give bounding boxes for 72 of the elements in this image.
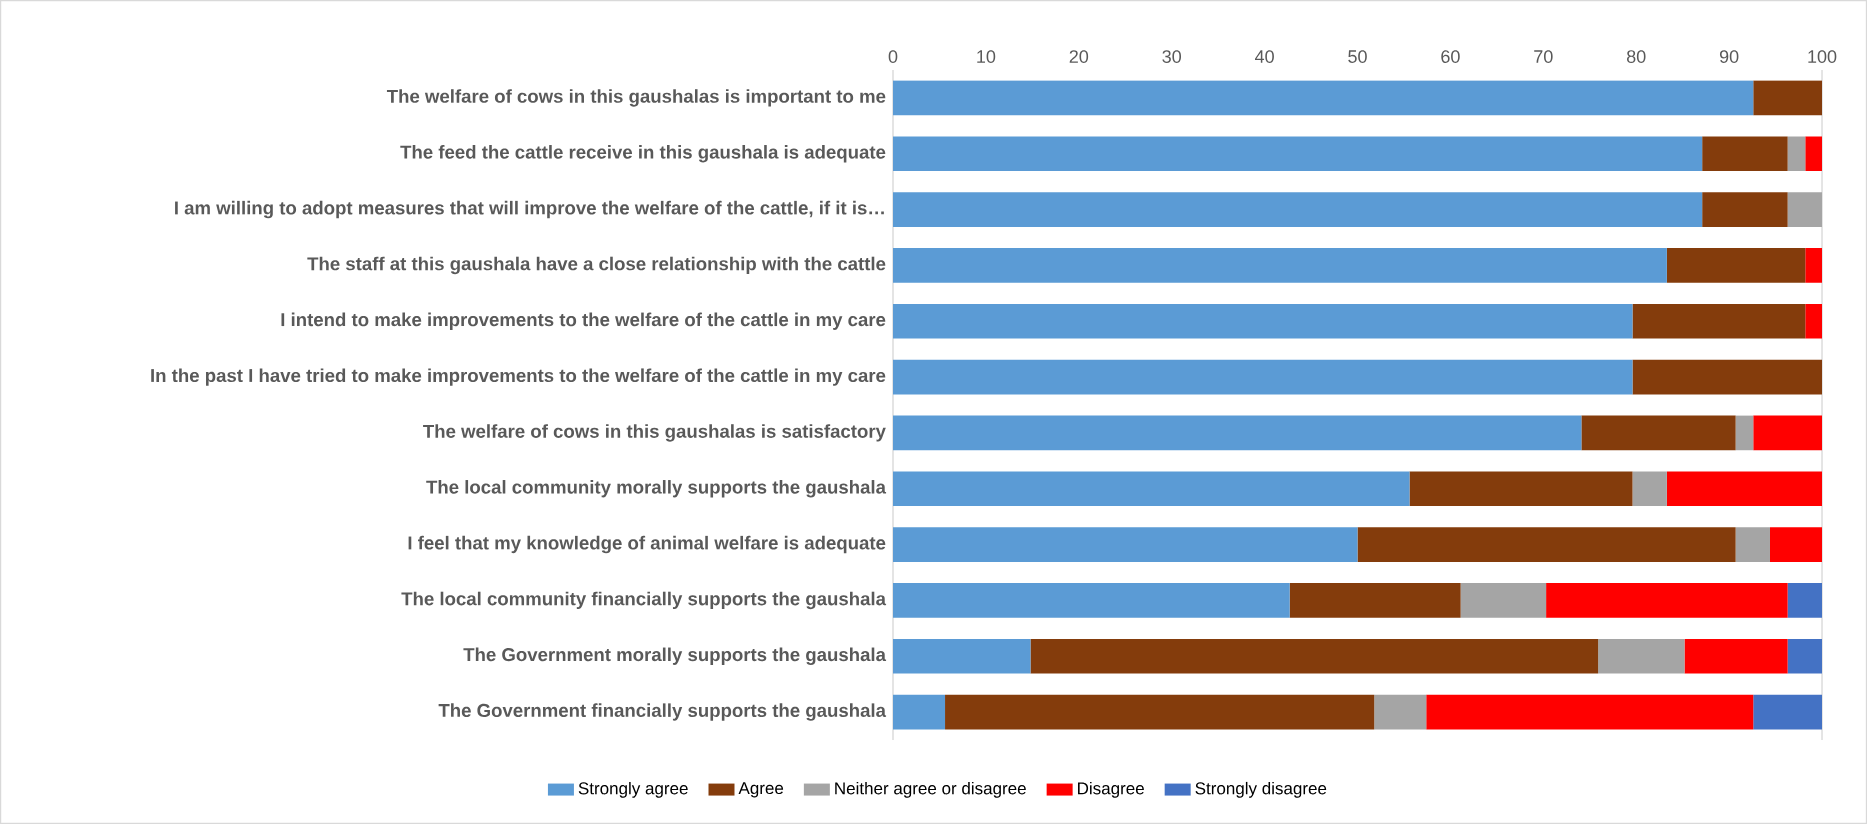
legend-label: Strongly agree xyxy=(578,781,688,798)
bar xyxy=(1666,471,1823,507)
bar xyxy=(1753,415,1823,451)
x-tick-label: 80 xyxy=(1626,50,1646,63)
x-tick-label: 10 xyxy=(977,50,996,63)
bar xyxy=(1374,694,1427,730)
bar xyxy=(893,415,1582,451)
bar xyxy=(1546,583,1788,618)
x-tick-label: 50 xyxy=(1348,50,1367,63)
x-tick-label: 0 xyxy=(888,50,898,63)
legend-label: Agree xyxy=(738,782,784,798)
bar xyxy=(893,694,946,730)
bar xyxy=(893,471,1410,507)
bar xyxy=(1409,471,1633,507)
y-tick-label: The local community financially supports the gaushala xyxy=(401,591,887,610)
bar xyxy=(893,638,1031,674)
x-tick-label: 70 xyxy=(1534,50,1553,63)
bar xyxy=(1581,415,1736,451)
bar xyxy=(893,359,1633,395)
bar xyxy=(1632,303,1806,339)
bar xyxy=(1030,638,1599,674)
bar xyxy=(1753,80,1823,116)
bar xyxy=(1805,303,1823,339)
bar xyxy=(893,248,1667,283)
bar xyxy=(1460,583,1547,618)
y-tick-label: I am willing to adopt measures that will improve the welfare of the cattle, if it is… xyxy=(175,200,884,219)
bar xyxy=(1735,415,1754,451)
x-tick-label: 90 xyxy=(1719,50,1739,63)
y-tick-label: I intend to make improvements to the welfare of the cattle in my care xyxy=(281,312,886,330)
bar xyxy=(945,694,1375,730)
bar xyxy=(1753,694,1823,730)
bar xyxy=(893,80,1754,116)
bar xyxy=(1787,192,1823,227)
x-tick-label: 60 xyxy=(1441,50,1460,63)
bar xyxy=(1787,583,1823,618)
bar xyxy=(1666,248,1806,283)
x-tick-label: 20 xyxy=(1069,50,1089,63)
legend-label: Disagree xyxy=(1078,781,1144,798)
bar xyxy=(1684,638,1788,674)
x-tick-label: 30 xyxy=(1162,50,1182,63)
bar xyxy=(1702,192,1788,227)
bar xyxy=(1735,527,1770,562)
y-tick-label: In the past I have tried to make improvements to the welfare of the cattle in my care xyxy=(151,368,886,386)
y-tick-label: The Government morally supports the gaushala xyxy=(463,647,887,665)
bar xyxy=(1805,136,1823,172)
y-tick-label: The local community morally supports the gaushala xyxy=(426,480,887,498)
legend-label: Strongly disagree xyxy=(1195,781,1327,798)
bar xyxy=(893,136,1703,172)
bar xyxy=(1787,638,1823,674)
bar xyxy=(1357,527,1736,562)
bar xyxy=(1769,527,1823,562)
y-tick-label: The feed the cattle receive in this gaushala is adequate xyxy=(400,145,886,163)
bar xyxy=(893,527,1358,562)
bar xyxy=(893,192,1703,227)
bar xyxy=(1426,694,1754,730)
y-tick-label: I feel that my knowledge of animal welfare is adequate xyxy=(408,535,886,554)
x-tick-label: 100 xyxy=(1808,50,1837,63)
bar xyxy=(893,303,1633,339)
legend-label: Neither agree or disagree xyxy=(835,781,1026,798)
bar xyxy=(1805,248,1823,283)
bar xyxy=(1787,136,1806,172)
bar xyxy=(1598,638,1685,674)
bar xyxy=(893,583,1290,618)
y-tick-label: The staff at this gaushala have a close relationship with the cattle xyxy=(307,256,886,275)
y-tick-label: The welfare of cows in this gaushalas is satisfactory xyxy=(423,424,886,442)
bar xyxy=(1289,583,1461,618)
y-tick-label: The Government financially supports the gaushala xyxy=(438,703,887,721)
bar xyxy=(1702,136,1788,172)
bar xyxy=(1632,471,1667,507)
bar xyxy=(1632,359,1823,395)
y-tick-label: The welfare of cows in this gaushalas is important to me xyxy=(386,89,886,107)
x-tick-label: 40 xyxy=(1255,50,1274,63)
